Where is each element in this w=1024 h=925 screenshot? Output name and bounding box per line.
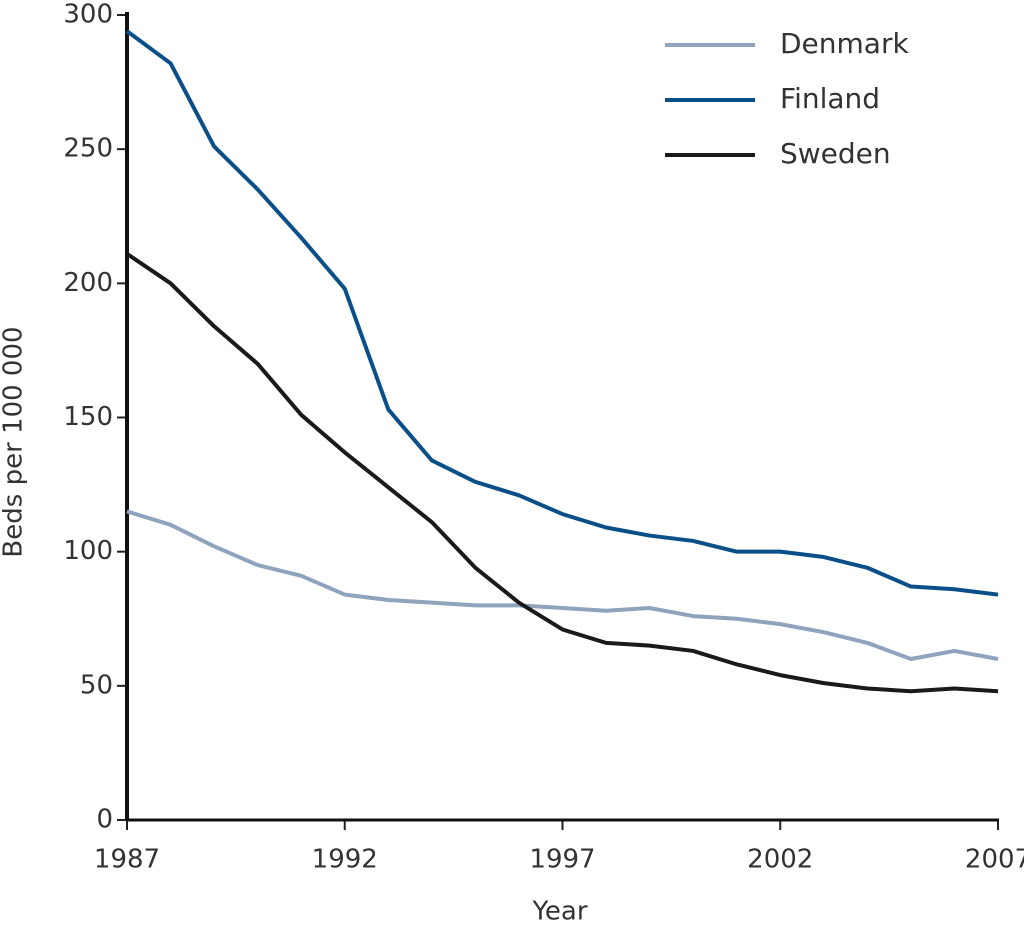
series-line: [126, 509, 999, 661]
legend-label: Finland: [780, 82, 880, 115]
y-tick-label: 50: [80, 670, 113, 700]
y-tick-label: 200: [63, 268, 113, 298]
series-line: [125, 252, 999, 694]
y-axis-label: Beds per 100 000: [0, 326, 29, 557]
y-tick-label: 0: [96, 805, 113, 835]
y-tick-label: 250: [63, 134, 113, 164]
x-tick-label: 1997: [529, 845, 595, 875]
x-tick-label: 1987: [94, 845, 160, 875]
y-tick-label: 150: [63, 402, 113, 432]
x-tick-label: 1992: [312, 845, 378, 875]
y-tick-label: 100: [63, 536, 113, 566]
y-tick-label: 300: [63, 0, 113, 30]
x-axis-label: Year: [531, 897, 587, 925]
series-line: [125, 29, 999, 597]
legend-label: Denmark: [780, 27, 909, 60]
x-tick-label: 2002: [747, 845, 813, 875]
x-tick-label: 2007: [965, 845, 1024, 875]
legend-label: Sweden: [780, 137, 891, 170]
